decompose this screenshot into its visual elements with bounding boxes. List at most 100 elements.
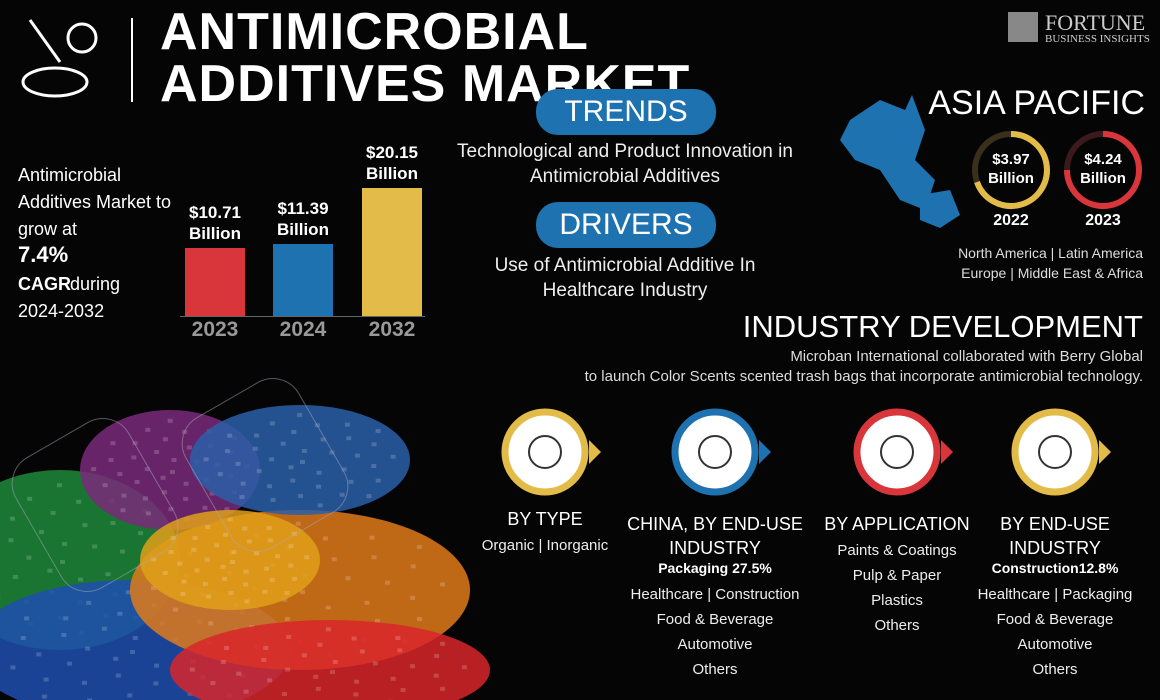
segment-item: Others: [874, 617, 920, 634]
pellet: [224, 449, 230, 454]
pellet: [145, 427, 151, 432]
pellet: [374, 618, 380, 623]
pellet: [291, 576, 297, 581]
segment-title: BY END-USE INDUSTRY: [1000, 514, 1110, 558]
pellet: [240, 481, 246, 486]
pellet: [227, 517, 233, 522]
cagr-label: CAGR: [18, 274, 71, 294]
pellet: [145, 511, 151, 516]
period: 2024-2032: [18, 301, 105, 321]
pellet: [142, 496, 148, 501]
map: [840, 95, 935, 210]
pellet-pile: [170, 620, 490, 700]
pellet: [284, 616, 290, 621]
segment-pointer: [941, 440, 953, 464]
pellet: [298, 494, 304, 499]
brand: FORTUNE: [1045, 10, 1146, 35]
pellet: [222, 532, 228, 537]
pellet: [181, 579, 187, 584]
pellet: [371, 464, 377, 469]
pellet: [390, 676, 396, 681]
pellet: [127, 693, 133, 698]
pellet: [384, 580, 390, 585]
pellet: [10, 665, 16, 670]
value-label: $20.15 Billion: [366, 143, 418, 183]
pellet: [416, 544, 422, 549]
pellet: [183, 496, 189, 501]
pellet: [132, 635, 138, 640]
pellet: [345, 576, 351, 581]
pellet: [461, 665, 467, 670]
pellet-pile: [140, 510, 320, 610]
pellet: [217, 472, 223, 477]
development-text: Microban International collaborated with…: [790, 348, 1143, 365]
segment-item: Healthcare | Packaging: [977, 586, 1133, 603]
pellet: [313, 674, 319, 679]
pellet: [410, 595, 416, 600]
pellet: [288, 543, 294, 548]
pellet: [154, 663, 160, 668]
pellet: [440, 686, 446, 691]
pellet: [269, 578, 275, 583]
pellet: [331, 557, 337, 562]
bar: [362, 188, 422, 316]
pellet: [204, 557, 210, 562]
pellet: [316, 484, 322, 489]
pellet: [344, 422, 350, 427]
pellet: [254, 433, 260, 438]
pellet: [87, 698, 93, 700]
pellet: [434, 653, 440, 658]
pellet: [220, 660, 226, 665]
pellet: [269, 457, 275, 462]
pellet: [375, 429, 381, 434]
pellet: [329, 450, 335, 455]
pellet: [286, 634, 292, 639]
segment-item: Automotive: [677, 636, 753, 653]
pellet: [85, 646, 91, 651]
region-value: $4.24 Billion: [1080, 151, 1126, 187]
segment-icon: [1038, 435, 1072, 469]
segment-highlight: Packaging 27.5%: [658, 560, 772, 576]
segment-title: BY APPLICATION: [824, 514, 970, 534]
pellet: [172, 607, 178, 612]
pellet: [359, 649, 365, 654]
pellet: [372, 661, 378, 666]
pellet: [38, 530, 44, 535]
pellet: [274, 554, 280, 559]
pellet: [60, 560, 65, 564]
logo-icon: [21, 19, 98, 98]
segment-ring: [501, 408, 589, 496]
pellet: [224, 646, 230, 651]
pellet: [281, 691, 287, 696]
region-title: ASIA PACIFIC: [928, 84, 1145, 122]
pellet: [354, 453, 360, 458]
jar: [181, 378, 349, 552]
pellet: [243, 689, 249, 694]
pellet: [346, 436, 352, 441]
development-title: INDUSTRY DEVELOPMENT: [742, 309, 1143, 344]
pellet: [56, 483, 62, 488]
pellet-pile: [190, 405, 410, 515]
pellet: [81, 680, 87, 685]
pellet: [144, 467, 150, 472]
pellet: [9, 516, 15, 521]
pellet: [433, 673, 439, 678]
pellet: [189, 667, 195, 672]
pellet: [214, 543, 220, 548]
pellet: [301, 653, 307, 658]
pellet: [397, 648, 403, 653]
pellet: [183, 481, 189, 486]
pellet: [228, 591, 234, 596]
jar: [11, 418, 179, 592]
segment-item: Others: [1032, 661, 1078, 678]
pellet: [243, 569, 249, 574]
pellet: [119, 549, 125, 554]
pellet: [43, 677, 49, 682]
pellet: [300, 590, 305, 594]
pellet: [210, 681, 216, 686]
segment-pointer: [1099, 440, 1111, 464]
region-other: North America | Latin America: [958, 245, 1143, 261]
drivers-title: DRIVERS: [536, 202, 716, 248]
pellet: [151, 557, 157, 562]
pellet: [171, 457, 177, 462]
